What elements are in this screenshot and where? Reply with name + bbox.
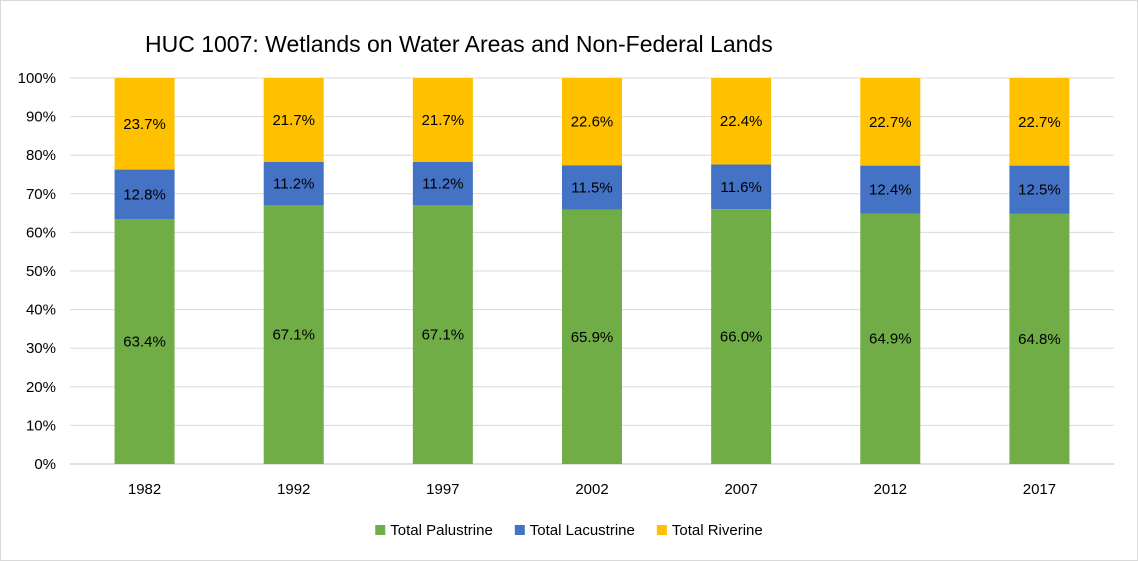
y-tick-label: 20%	[26, 379, 56, 396]
data-label: 12.5%	[1018, 182, 1061, 199]
data-label: 66.0%	[720, 329, 763, 346]
bar-segment	[562, 165, 622, 210]
legend-label: Total Palustrine	[390, 522, 493, 539]
data-label: 67.1%	[422, 326, 465, 343]
data-label: 12.8%	[123, 186, 166, 203]
bar-segment	[711, 209, 772, 464]
x-tick-label: 2012	[874, 481, 907, 498]
data-label: 23.7%	[123, 116, 166, 133]
y-tick-label: 50%	[26, 263, 56, 280]
bar-segment	[860, 165, 921, 214]
data-label: 22.4%	[720, 113, 763, 130]
data-label: 11.2%	[273, 175, 314, 192]
bar-segment	[114, 78, 175, 170]
bar-segment	[412, 161, 473, 205]
bar-segment	[263, 78, 324, 162]
legend-label: Total Lacustrine	[530, 522, 635, 539]
legend-label: Total Riverine	[672, 522, 763, 539]
bar-segment	[263, 161, 324, 205]
data-label: 12.4%	[869, 182, 912, 199]
bar-segment	[412, 204, 473, 464]
data-label: 21.7%	[422, 112, 465, 129]
y-tick-label: 30%	[26, 340, 56, 357]
data-label: 21.7%	[272, 112, 315, 129]
bar-segment	[562, 209, 622, 464]
bar-segment	[1009, 213, 1070, 464]
data-label: 65.9%	[571, 329, 614, 346]
bar-segment	[711, 78, 772, 165]
bar-segment	[860, 213, 921, 464]
bar-segment	[263, 204, 324, 464]
data-label: 67.1%	[272, 326, 315, 343]
y-tick-label: 80%	[26, 147, 56, 164]
y-tick-label: 100%	[18, 70, 56, 87]
data-label: 22.6%	[571, 114, 614, 131]
y-axis-ticks: 0% 10% 20% 30% 40% 50% 60% 70% 80% 90% 100%	[18, 70, 56, 473]
data-labels: 63.4% 12.8% 23.7% 67.1% 11.2% 21.7% 67.1% 11.2%…	[123, 112, 1060, 351]
bar-segment	[412, 78, 473, 162]
bar-segment	[711, 164, 772, 210]
legend-swatch	[375, 525, 386, 535]
legend: Total Palustrine Total Lacustrine Total Ri…	[375, 522, 763, 539]
bars	[114, 78, 1070, 464]
y-tick-label: 40%	[26, 302, 56, 319]
y-tick-label: 0%	[34, 456, 56, 473]
bar-segment	[860, 78, 921, 166]
x-tick-label: 2017	[1023, 481, 1056, 498]
data-label: 63.4%	[123, 334, 166, 351]
y-tick-label: 10%	[26, 417, 56, 434]
x-tick-label: 2002	[575, 481, 608, 498]
data-label: 22.7%	[1018, 114, 1061, 131]
y-tick-label: 60%	[26, 224, 56, 241]
x-tick-label: 2007	[724, 481, 757, 498]
bar-segment	[562, 78, 622, 166]
y-tick-label: 90%	[26, 109, 56, 126]
bar-segment	[1009, 78, 1070, 166]
data-label: 64.8%	[1018, 331, 1061, 348]
data-label: 22.7%	[869, 114, 912, 131]
bar-segment	[114, 169, 175, 220]
data-label: 11.2%	[422, 175, 463, 192]
chart-title: HUC 1007: Wetlands on Water Areas and No…	[145, 31, 773, 57]
y-tick-label: 70%	[26, 186, 56, 203]
bar-segment	[114, 219, 175, 464]
legend-swatch	[514, 525, 525, 535]
bar-segment	[1009, 165, 1070, 214]
x-tick-label: 1997	[426, 481, 459, 498]
data-label: 64.9%	[869, 331, 912, 348]
data-label: 11.5%	[571, 179, 612, 196]
x-tick-label: 1992	[277, 481, 310, 498]
legend-swatch	[656, 525, 667, 535]
x-tick-label: 1982	[128, 481, 161, 498]
x-axis-ticks: 1982 1992 1997 2002 2007 2012 2017	[128, 481, 1056, 498]
data-label: 11.6%	[720, 179, 761, 196]
